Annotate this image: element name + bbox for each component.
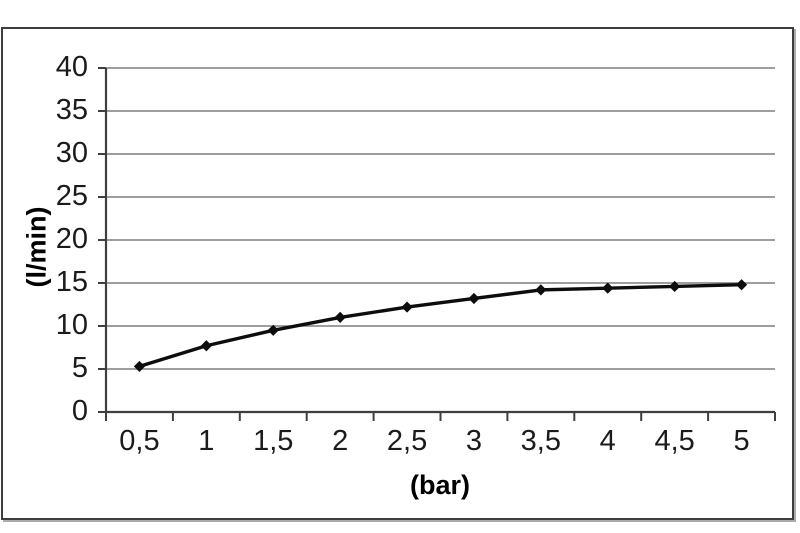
x-tick-label: 3,5 — [520, 425, 562, 457]
x-tick-label: 1,5 — [253, 425, 294, 457]
data-point-marker — [468, 292, 480, 305]
data-point-marker — [535, 284, 547, 296]
y-tick-label: 10 — [55, 308, 88, 341]
x-tick-label: 1 — [198, 425, 215, 457]
data-point-marker — [602, 282, 614, 294]
chart-frame — [1, 27, 794, 520]
y-axis-title: (l/min) — [21, 206, 52, 288]
x-tick-label: 4,5 — [654, 425, 695, 457]
data-point-marker — [133, 360, 146, 373]
y-tick-label: 0 — [71, 394, 88, 427]
y-tick-label: 25 — [55, 179, 88, 212]
data-point-marker — [669, 280, 681, 293]
x-tick-label: 5 — [733, 425, 750, 457]
y-tick-label: 30 — [55, 136, 88, 169]
y-tick-label: 5 — [71, 351, 88, 384]
data-point-marker — [200, 340, 212, 352]
data-point-marker — [334, 311, 346, 323]
x-tick-label: 4 — [599, 425, 616, 457]
y-tick-label: 35 — [55, 93, 88, 126]
y-tick-label: 20 — [55, 222, 88, 255]
x-tick-label: 0,5 — [119, 425, 160, 457]
x-tick-label: 2 — [332, 425, 349, 457]
y-tick-label: 40 — [55, 50, 88, 83]
series-line — [137, 283, 744, 369]
x-tick-label: 2,5 — [386, 425, 428, 457]
x-axis-title: (bar) — [410, 470, 470, 500]
data-point-marker — [401, 301, 413, 313]
data-point-marker — [735, 279, 748, 291]
y-tick-label: 15 — [55, 265, 88, 298]
x-tick-label: 3 — [465, 425, 483, 457]
data-point-marker — [267, 324, 279, 336]
